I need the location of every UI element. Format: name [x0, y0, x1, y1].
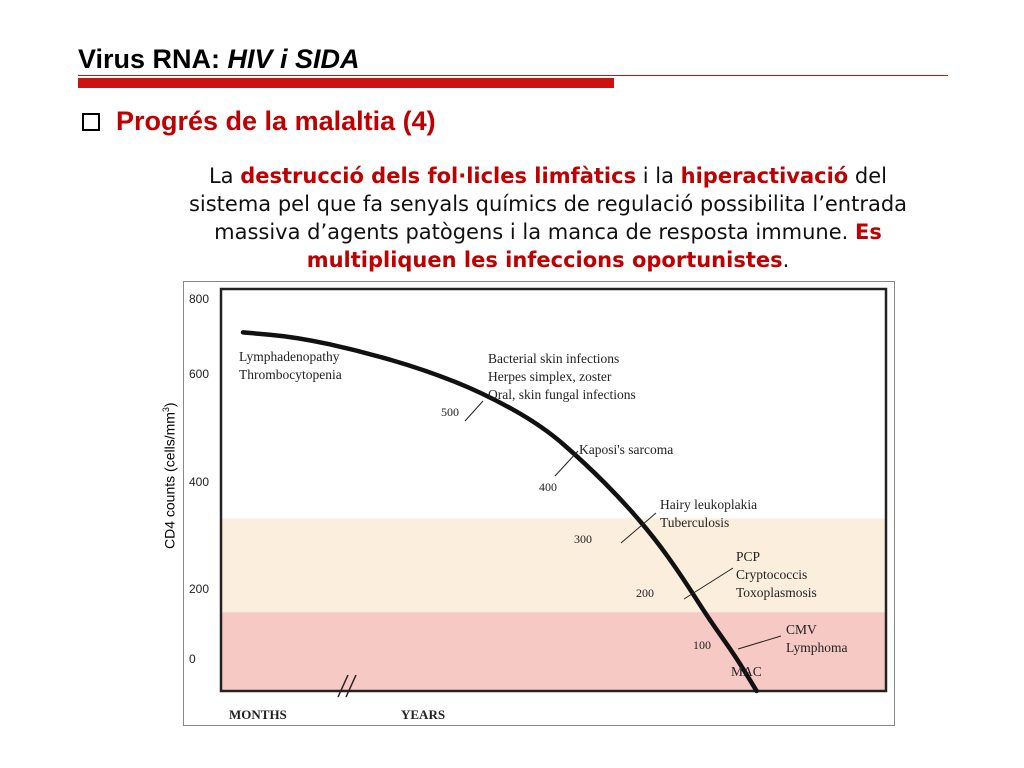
cd4-chart: 800 600 400 200 0 MONTHS YEARS 500 400 300 200 100 L…: [183, 281, 895, 726]
paragraph-text: .: [782, 248, 790, 272]
bullet-checkbox-icon: [82, 112, 100, 131]
cd4-decline-line: [240, 330, 759, 694]
y-axis-label-close: ): [161, 402, 178, 408]
y-tick-label: 800: [189, 292, 209, 306]
curve-value-label: 500: [441, 405, 459, 419]
y-tick-label: 600: [189, 367, 209, 381]
paragraph-text: La: [208, 164, 241, 188]
annotation-text: Lymphadenopathy: [239, 349, 340, 364]
y-tick-label: 0: [189, 652, 196, 666]
subtitle-text: Progrés de la malaltia (4): [116, 106, 436, 136]
x-axis-label: MONTHS: [229, 707, 287, 722]
annotation-text: Kaposi's sarcoma: [579, 442, 673, 457]
annotation-text: Toxoplasmosis: [736, 585, 817, 600]
body-paragraph: La destrucció dels fol·licles limfàtics …: [170, 162, 926, 274]
annotation-text: CMV: [786, 622, 817, 637]
x-axis-label: YEARS: [401, 707, 445, 722]
annotation-leader-line: [737, 635, 782, 650]
axis-break-mark: [345, 674, 357, 698]
title-rule-thick: [78, 78, 614, 88]
slide-subtitle: Progrés de la malaltia (4): [82, 106, 436, 137]
annotation-text: MAC: [731, 664, 762, 679]
annotation-leader-line: [554, 450, 579, 477]
y-axis-label-text: CD4 counts (cells/mm: [161, 412, 178, 549]
band-1: [221, 612, 886, 691]
y-tick-label: 200: [189, 582, 209, 596]
curve-value-label: 200: [636, 586, 654, 600]
plot-frame: [219, 287, 888, 693]
annotation-text: Tuberculosis: [660, 515, 729, 530]
curve-value-label: 100: [693, 638, 711, 652]
y-axis-label: CD4 counts (cells/mm3): [161, 402, 183, 549]
annotation-text: Bacterial skin infections: [488, 351, 619, 366]
annotation-text: Herpes simplex, zoster: [488, 369, 612, 384]
paragraph-text: i la: [636, 164, 681, 188]
annotation-text: Cryptococcis: [736, 567, 807, 582]
y-axis-label-sup: 3: [161, 407, 171, 413]
paragraph-highlight: hiperactivació: [680, 164, 849, 188]
paragraph-highlight: Es multipliquen les infeccions oportunis…: [306, 220, 882, 272]
y-tick-label: 400: [189, 475, 209, 489]
annotation-text: Hairy leukoplakia: [660, 497, 757, 512]
paragraph-text: del sistema pel que fa senyals químics d…: [188, 164, 908, 244]
slide-title: Virus RNA: HIV i SIDA: [78, 44, 360, 75]
annotation-text: Oral, skin fungal infections: [488, 387, 636, 402]
slide-title-plain: Virus RNA:: [78, 44, 228, 74]
title-rule-thin: [78, 75, 948, 76]
annotation-leader-line: [683, 567, 734, 600]
paragraph-highlight: destrucció dels fol·licles limfàtics: [240, 164, 637, 188]
band-0: [221, 518, 886, 613]
annotation-text: PCP: [736, 549, 760, 564]
axis-break-mark: [337, 674, 349, 698]
slide-title-italic: HIV i SIDA: [227, 44, 360, 74]
annotation-text: Lymphoma: [786, 640, 848, 655]
annotation-text: Thrombocytopenia: [239, 367, 342, 382]
annotation-leader-line: [620, 512, 657, 544]
curve-value-label: 300: [574, 532, 592, 546]
curve-value-label: 400: [539, 480, 557, 494]
annotation-leader-line: [464, 400, 484, 422]
